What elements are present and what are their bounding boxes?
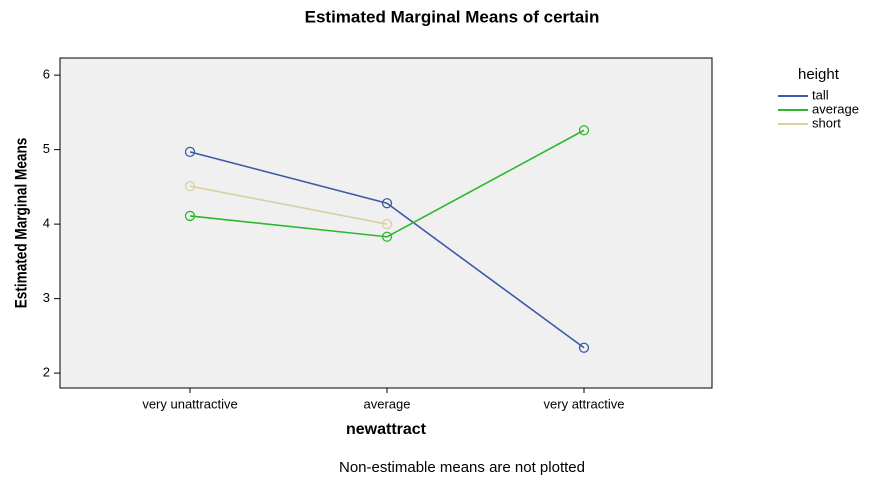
y-axis-label: Estimated Marginal Means	[12, 138, 31, 309]
y-tick-label: 6	[43, 67, 50, 82]
data-point	[381, 218, 393, 230]
x-tick-label: average	[364, 396, 411, 411]
y-tick-label: 5	[43, 141, 50, 156]
y-tick-label: 2	[43, 365, 50, 380]
series-line	[189, 185, 388, 225]
data-point	[578, 125, 590, 136]
data-point	[184, 210, 196, 222]
series-line	[189, 151, 585, 349]
series-line	[189, 129, 585, 238]
legend-title: height	[798, 66, 840, 83]
legend-label: tall	[812, 87, 829, 102]
legend-label: average	[812, 101, 859, 116]
data-point	[184, 146, 196, 158]
footnote: Non-estimable means are not plotted	[339, 459, 585, 476]
x-tick-label: very attractive	[544, 396, 625, 411]
data-point	[381, 198, 393, 209]
plot-area	[59, 57, 713, 389]
legend-label: short	[812, 115, 841, 130]
chart-title: Estimated Marginal Means of certain	[305, 7, 600, 26]
y-tick-label: 3	[43, 290, 50, 305]
x-axis-label: newattract	[346, 421, 427, 438]
data-point	[578, 342, 590, 353]
data-point	[184, 180, 196, 192]
y-tick-label: 4	[43, 216, 50, 231]
data-point	[381, 231, 393, 242]
x-tick-label: very unattractive	[142, 396, 237, 411]
